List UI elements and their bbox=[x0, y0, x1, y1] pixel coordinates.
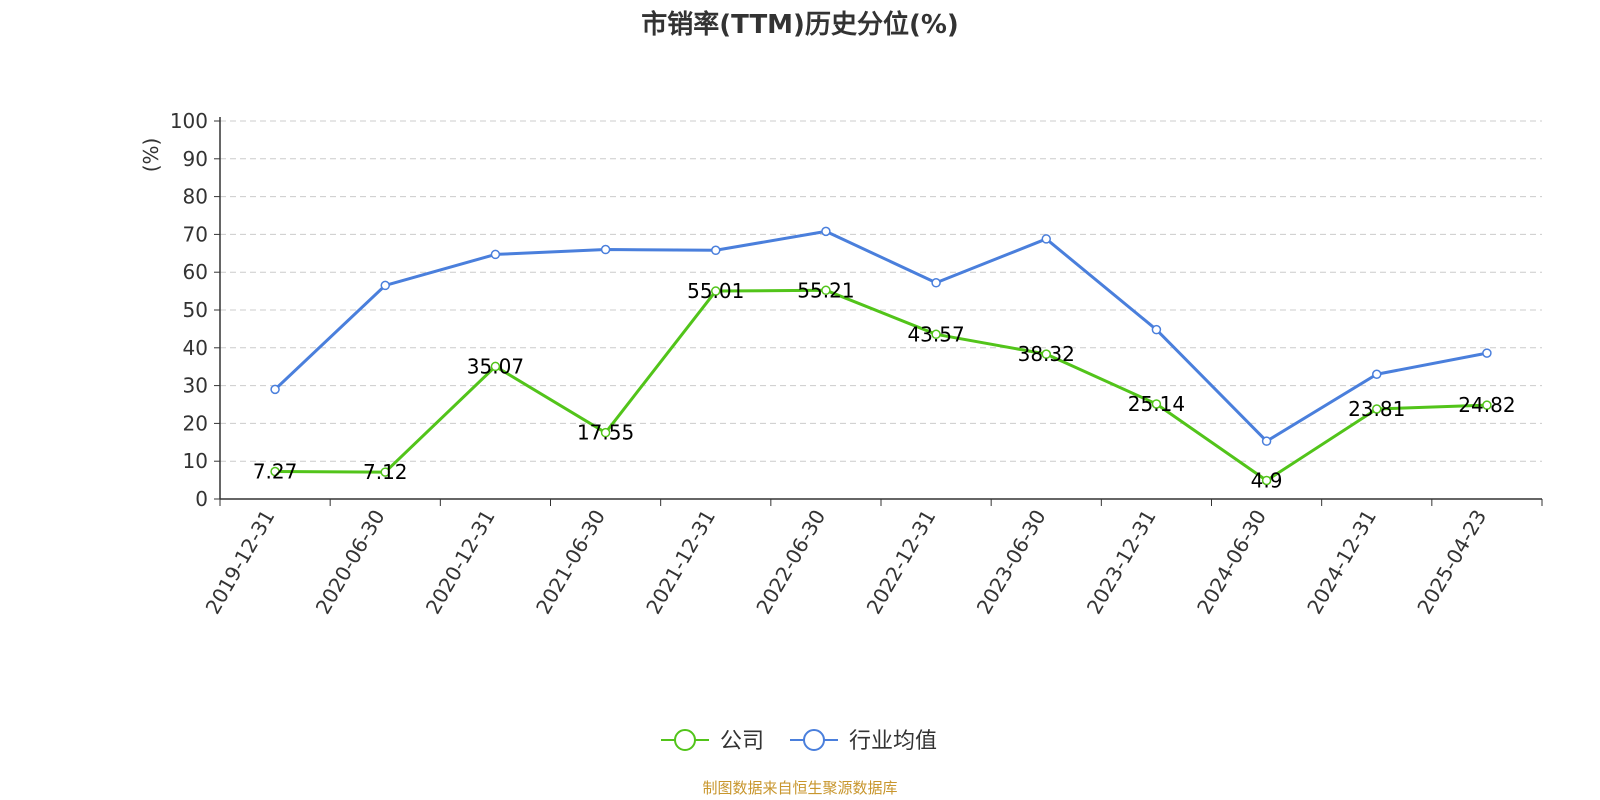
x-tick-label: 2022-12-31 bbox=[862, 505, 941, 618]
data-point-0 bbox=[1372, 404, 1382, 414]
data-point-1 bbox=[1151, 324, 1162, 335]
series-line-0 bbox=[275, 288, 1487, 482]
data-point-1 bbox=[1372, 369, 1382, 380]
data-point-0 bbox=[1261, 475, 1272, 486]
legend-item-company[interactable]: 公司 bbox=[661, 729, 764, 754]
y-axis-label: (%) bbox=[139, 138, 163, 173]
data-point-0 bbox=[600, 427, 611, 438]
data-point-1 bbox=[931, 278, 941, 288]
y-tick-label: 0 bbox=[195, 487, 208, 511]
grid-lines bbox=[220, 120, 1542, 462]
legend-company-marker bbox=[674, 729, 696, 751]
data-point-0 bbox=[380, 467, 390, 477]
data-point-0 bbox=[490, 361, 501, 372]
data-point-0 bbox=[270, 466, 280, 477]
y-tick-label: 80 bbox=[183, 185, 208, 209]
data-point-0 bbox=[1482, 400, 1492, 410]
y-tick-label: 10 bbox=[183, 449, 208, 473]
data-label: 17.55 bbox=[577, 421, 634, 445]
y-tick-label: 40 bbox=[183, 336, 208, 360]
legend: 公司 行业均值 bbox=[661, 729, 937, 754]
x-tick-label: 2019-12-31 bbox=[201, 506, 280, 619]
y-tick-label: 60 bbox=[183, 260, 208, 284]
y-tick-label: 70 bbox=[183, 222, 208, 246]
data-point-1 bbox=[821, 226, 831, 237]
series-line-1 bbox=[274, 229, 1488, 443]
data-point-0 bbox=[1041, 349, 1051, 359]
x-tick-label: 2024-12-31 bbox=[1302, 506, 1381, 619]
legend-item-industry-average[interactable]: 行业均值 bbox=[790, 729, 937, 754]
x-tick-label: 2024-06-30 bbox=[1192, 506, 1271, 619]
y-tick-label: 30 bbox=[183, 374, 208, 398]
axes: 0 10 20 30 40 50 60 70 80 90 100 2019-12-31 2020-06-… bbox=[170, 109, 1543, 619]
data-point-1 bbox=[600, 244, 611, 255]
legend-company-label: 公司 bbox=[720, 729, 764, 754]
series-lines bbox=[270, 226, 1492, 486]
data-labels: 7.27 7.12 35.07 17.55 55.01 55.21 43.57 38.32 25… bbox=[253, 278, 1516, 492]
data-label: 43.57 bbox=[907, 322, 964, 346]
data-label: 35.07 bbox=[467, 354, 524, 378]
data-point-1 bbox=[270, 384, 280, 395]
data-point-1 bbox=[490, 249, 501, 260]
data-label: 4.9 bbox=[1251, 468, 1283, 492]
data-point-0 bbox=[1151, 399, 1162, 409]
data-point-0 bbox=[821, 285, 831, 296]
legend-industry-marker bbox=[803, 729, 825, 751]
x-tick-label: 2023-12-31 bbox=[1082, 506, 1161, 619]
data-point-1 bbox=[1261, 436, 1272, 446]
data-point-0 bbox=[931, 329, 941, 340]
x-tick-label: 2021-06-30 bbox=[531, 506, 610, 619]
data-point-1 bbox=[1041, 234, 1051, 244]
data-label: 38.32 bbox=[1018, 342, 1075, 366]
data-label: 55.01 bbox=[687, 279, 744, 303]
data-point-1 bbox=[1482, 348, 1492, 358]
y-tick-label: 90 bbox=[183, 147, 208, 171]
y-tick-label: 100 bbox=[170, 109, 208, 133]
x-tick-label: 2020-06-30 bbox=[311, 506, 390, 619]
legend-industry-label: 行业均值 bbox=[849, 729, 937, 754]
data-label: 7.27 bbox=[253, 460, 298, 484]
data-point-0 bbox=[711, 286, 721, 296]
data-label: 23.81 bbox=[1348, 397, 1405, 421]
data-label: 24.82 bbox=[1458, 393, 1515, 417]
data-label: 55.21 bbox=[797, 278, 854, 302]
x-tick-label: 2025-04-23 bbox=[1412, 506, 1491, 619]
x-tick-label: 2023-06-30 bbox=[972, 506, 1051, 619]
data-point-1 bbox=[711, 245, 721, 256]
x-tick-label: 2022-06-30 bbox=[751, 506, 830, 619]
data-label: 7.12 bbox=[363, 460, 408, 484]
source-note: 制图数据来自恒生聚源数据库 bbox=[702, 779, 897, 797]
x-tick-label: 2020-12-31 bbox=[421, 505, 500, 618]
data-label: 25.14 bbox=[1128, 392, 1185, 416]
data-point-1 bbox=[380, 280, 390, 291]
chart-title: 市销率(TTM)历史分位(%) bbox=[641, 9, 959, 40]
x-tick-label: 2021-12-31 bbox=[641, 506, 720, 619]
y-tick-label: 20 bbox=[183, 411, 208, 435]
y-tick-label: 50 bbox=[183, 298, 208, 322]
